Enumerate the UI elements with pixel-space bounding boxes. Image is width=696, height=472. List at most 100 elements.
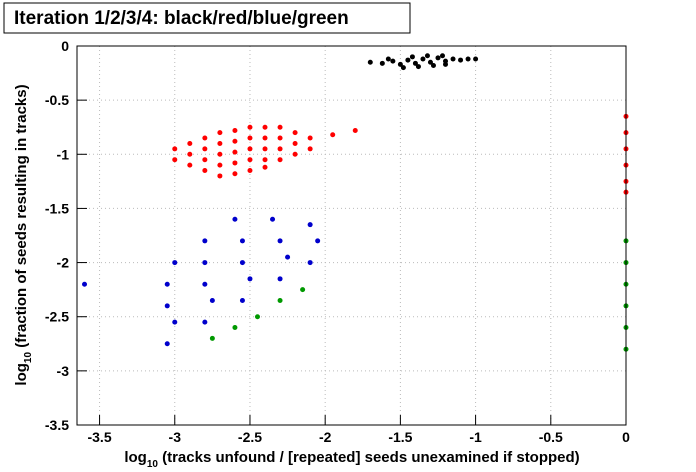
point (307, 146, 313, 152)
point (172, 146, 178, 152)
point (202, 157, 208, 163)
x-tick-label: -2.5 (238, 429, 262, 445)
point (202, 281, 208, 287)
point (232, 149, 238, 155)
point (247, 124, 253, 130)
point (247, 276, 253, 282)
x-axis-label: log10 (tracks unfound / [repeated] seeds… (124, 449, 579, 470)
y-tick-label: -1.5 (45, 200, 69, 216)
y-label-sub: 10 (23, 352, 34, 364)
point (217, 162, 223, 168)
y-tick-label: -3 (57, 363, 70, 379)
y-tick-label: -2 (57, 255, 70, 271)
point (409, 54, 415, 60)
y-axis-label: log10 (fraction of seeds resulting in tr… (13, 84, 34, 385)
y-tick-label: -0.5 (45, 92, 69, 108)
point (187, 162, 193, 168)
point (172, 319, 178, 325)
point (277, 297, 283, 303)
x-tick-label: -2 (319, 429, 332, 445)
point (443, 61, 449, 67)
point (232, 171, 238, 177)
point (239, 260, 245, 266)
point (390, 58, 396, 64)
point (458, 57, 464, 63)
point (315, 238, 321, 244)
point (217, 140, 223, 146)
point (232, 127, 238, 133)
point (202, 238, 208, 244)
x-tick-label: -3.5 (87, 429, 111, 445)
point (262, 157, 268, 163)
point (352, 127, 358, 133)
point (209, 297, 215, 303)
point (262, 124, 268, 130)
points (82, 53, 629, 352)
point (164, 303, 170, 309)
point (307, 135, 313, 141)
point (254, 314, 260, 320)
x-label-sub: 10 (147, 459, 159, 470)
point (247, 157, 253, 163)
point (82, 281, 88, 287)
point (262, 164, 268, 170)
point (277, 238, 283, 244)
chart-title: Iteration 1/2/3/4: black/red/blue/green (14, 8, 349, 29)
point (232, 325, 238, 331)
point (439, 53, 445, 59)
point (277, 157, 283, 163)
point (427, 59, 433, 65)
point (202, 260, 208, 266)
point (217, 173, 223, 179)
grid (77, 45, 627, 426)
x-tick-label: -3 (169, 429, 182, 445)
point (450, 56, 456, 62)
x-tick-label: -0.5 (539, 429, 563, 445)
point (232, 216, 238, 222)
point (292, 140, 298, 146)
point (385, 56, 391, 62)
point (164, 281, 170, 287)
point (405, 57, 411, 63)
point (247, 168, 253, 174)
point (202, 135, 208, 141)
point (292, 130, 298, 136)
point (247, 146, 253, 152)
point (262, 135, 268, 141)
y-tick-label: -3.5 (45, 417, 69, 433)
point (277, 124, 283, 130)
point (415, 64, 421, 70)
point (473, 56, 479, 62)
point (292, 151, 298, 157)
point (209, 335, 215, 341)
point (277, 135, 283, 141)
point (239, 238, 245, 244)
point (164, 341, 170, 347)
point (400, 65, 406, 71)
point (217, 130, 223, 136)
point (330, 132, 336, 138)
point (202, 319, 208, 325)
point (239, 297, 245, 303)
point (424, 53, 430, 59)
x-tick-label: -1.5 (388, 429, 412, 445)
point (217, 151, 223, 157)
point (262, 146, 268, 152)
plot-frame (76, 45, 627, 426)
point (187, 151, 193, 157)
point (430, 62, 436, 68)
x-label-rest: (tracks unfound / [repeated] seeds unexa… (158, 449, 580, 466)
point (397, 61, 403, 67)
point (202, 146, 208, 152)
point (367, 59, 373, 65)
point (172, 157, 178, 163)
point (232, 160, 238, 166)
point (420, 56, 426, 62)
y-label-rest: (fraction of seeds resulting in tracks) (13, 84, 30, 352)
point (285, 254, 291, 260)
y-tick-label: -2.5 (45, 309, 69, 325)
point (247, 135, 253, 141)
point (307, 222, 313, 228)
y-label-base: log (13, 363, 30, 386)
